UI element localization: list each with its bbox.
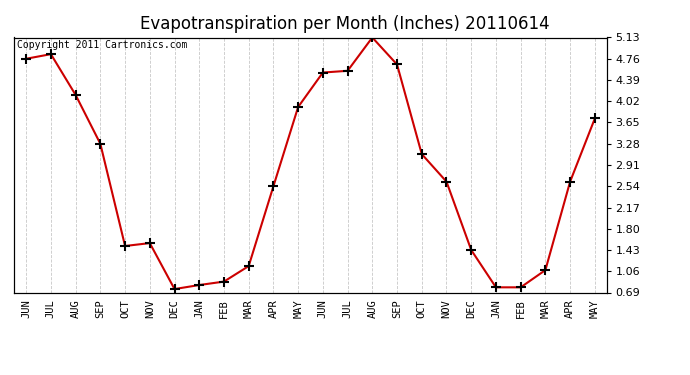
Text: Copyright 2011 Cartronics.com: Copyright 2011 Cartronics.com: [17, 40, 187, 50]
Text: Evapotranspiration per Month (Inches) 20110614: Evapotranspiration per Month (Inches) 20…: [140, 15, 550, 33]
